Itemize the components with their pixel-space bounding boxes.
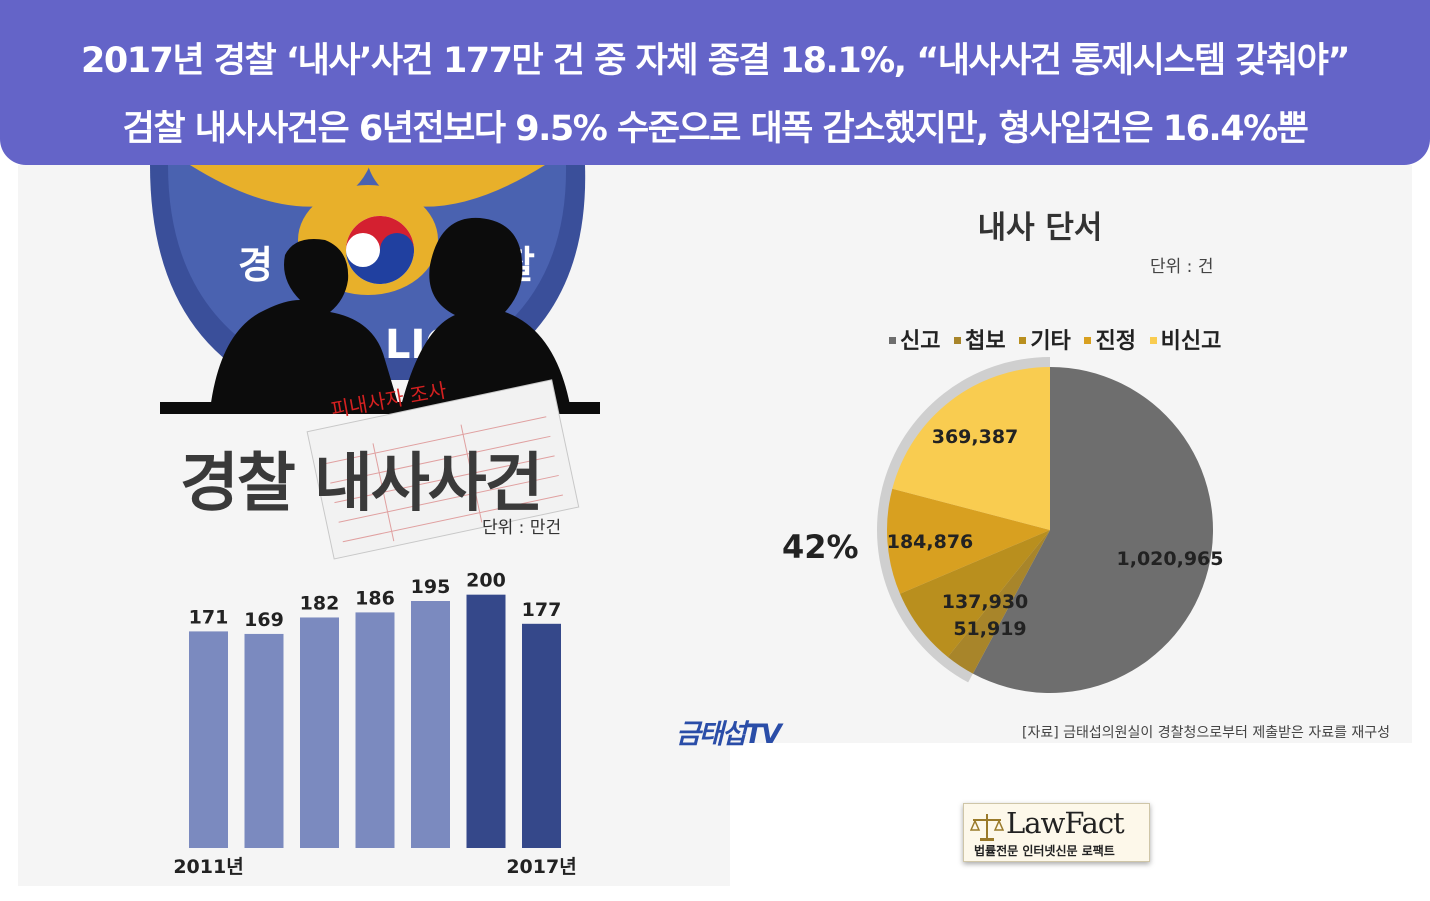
scales-icon bbox=[970, 814, 1004, 841]
bar-value-label-4: 195 bbox=[411, 576, 451, 598]
legend-label-4: 비신고 bbox=[1160, 329, 1222, 354]
pie-chart-title: 내사 단서 bbox=[977, 210, 1103, 246]
legend-swatch-0 bbox=[889, 336, 896, 344]
lawfact-logo: LawFact 법률전문 인터넷신문 로팩트 bbox=[963, 803, 1150, 862]
right-unit-label: 단위 : 건 bbox=[1150, 257, 1214, 277]
pie-value-label-1: 51,919 bbox=[953, 618, 1026, 640]
headline-line-1: 2017년 경찰 ‘내사’사건 177만 건 중 자체 종결 18.1%, “내… bbox=[80, 41, 1351, 81]
police-illustration: 경 찰 LICE bbox=[150, 165, 600, 560]
left-chart-title: 경찰 내사사건 bbox=[180, 447, 544, 521]
bar-category-label-6: 2017년 bbox=[506, 856, 576, 878]
bar-chart: 171 2011년 169 182 186 195 200 177 2017년 bbox=[173, 570, 576, 878]
bar-category-label-0: 2011년 bbox=[173, 856, 243, 878]
legend-label-3: 진정 bbox=[1095, 329, 1136, 354]
bar-value-label-5: 200 bbox=[466, 570, 506, 592]
lawfact-name: LawFact bbox=[1006, 806, 1125, 840]
pie-value-label-0: 1,020,965 bbox=[1117, 548, 1224, 570]
channel-logo: 금태섭TV bbox=[676, 719, 782, 750]
lawfact-subtitle: 법률전문 인터넷신문 로팩트 bbox=[974, 844, 1115, 858]
bar-value-label-3: 186 bbox=[355, 587, 395, 609]
legend-swatch-2 bbox=[1019, 336, 1027, 344]
pie-legend: 신고 첩보 기타 진정 비신고 bbox=[883, 323, 1221, 355]
pie-slice-0 bbox=[972, 367, 1213, 693]
bar-value-label-0: 171 bbox=[189, 606, 229, 628]
source-note: [자료] 금태섭의원실이 경찰청으로부터 제출받은 자료를 재구성 bbox=[1022, 725, 1391, 741]
bar-4 bbox=[411, 601, 450, 848]
bar-6 bbox=[522, 623, 561, 848]
legend-label-1: 첩보 bbox=[965, 329, 1006, 354]
legend-label-0: 신고 bbox=[900, 329, 941, 354]
headline-line-2: 검찰 내사사건은 6년전보다 9.5% 수준으로 대폭 감소했지만, 형사입건은… bbox=[122, 109, 1309, 149]
bar-value-label-2: 182 bbox=[300, 592, 340, 614]
pie-slice-1 bbox=[947, 530, 1050, 674]
pie-slice-3 bbox=[887, 488, 1050, 594]
pie-slice-2 bbox=[900, 530, 1050, 657]
bar-3 bbox=[355, 612, 395, 848]
bar-0 bbox=[189, 631, 228, 848]
pie-value-label-2: 137,930 bbox=[942, 591, 1029, 613]
emblem-text-left: 경 bbox=[238, 243, 273, 287]
pie-value-label-3: 184,876 bbox=[887, 531, 974, 553]
left-unit-label: 단위 : 만건 bbox=[482, 518, 562, 538]
pie-value-label-4: 369,387 bbox=[932, 426, 1019, 448]
legend-swatch-3 bbox=[1084, 336, 1092, 344]
pie-chart: 1,020,965 51,919 137,930 184,876 369,387 bbox=[877, 357, 1224, 693]
bar-5 bbox=[466, 594, 506, 848]
legend-swatch-4 bbox=[1149, 336, 1157, 344]
legend-label-2: 기타 bbox=[1030, 329, 1071, 354]
bar-value-label-6: 177 bbox=[522, 599, 562, 621]
pie-slice-4 bbox=[892, 367, 1050, 530]
legend-swatch-1 bbox=[954, 336, 962, 344]
bar-1 bbox=[244, 633, 284, 848]
bar-2 bbox=[300, 617, 339, 848]
header-banner: 2017년 경찰 ‘내사’사건 177만 건 중 자체 종결 18.1%, “내… bbox=[0, 0, 1430, 165]
pie-percent-annotation: 42% bbox=[782, 528, 859, 566]
bar-value-label-1: 169 bbox=[244, 609, 284, 631]
